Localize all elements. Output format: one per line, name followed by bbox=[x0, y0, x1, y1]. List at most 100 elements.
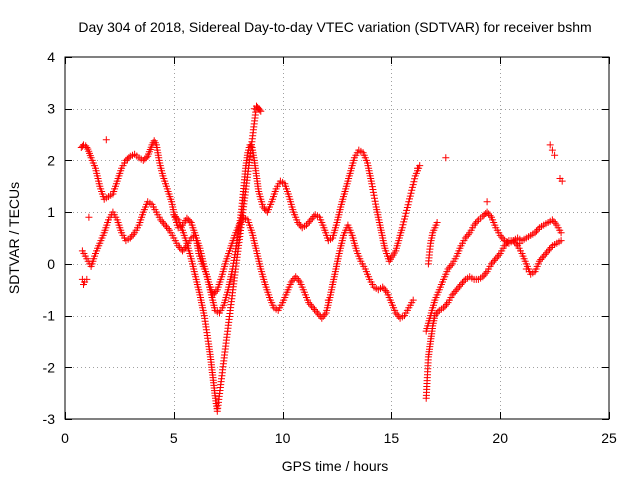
data-point bbox=[516, 239, 524, 247]
data-point bbox=[496, 231, 504, 239]
data-point bbox=[303, 221, 310, 229]
data-point bbox=[164, 225, 172, 232]
data-point bbox=[125, 154, 133, 162]
data-point bbox=[83, 275, 91, 283]
data-point bbox=[472, 219, 479, 227]
data-point bbox=[537, 256, 545, 263]
data-point bbox=[483, 198, 491, 206]
data-point bbox=[305, 218, 313, 226]
y-tick-label: -3 bbox=[43, 411, 56, 427]
data-point bbox=[441, 302, 449, 310]
data-point bbox=[401, 212, 409, 220]
data-point bbox=[557, 229, 565, 237]
data-point bbox=[551, 151, 559, 159]
data-point bbox=[83, 144, 91, 151]
data-point bbox=[392, 309, 400, 317]
data-point bbox=[456, 282, 464, 290]
data-point bbox=[433, 219, 441, 226]
data-point bbox=[547, 244, 555, 251]
data-point bbox=[256, 106, 264, 114]
data-point bbox=[174, 242, 182, 250]
data-point bbox=[454, 284, 462, 292]
x-tick-label: 10 bbox=[275, 430, 291, 446]
data-point bbox=[210, 289, 218, 297]
data-point bbox=[372, 200, 380, 208]
data-point bbox=[318, 314, 326, 322]
data-point bbox=[489, 258, 497, 266]
data-point bbox=[321, 311, 329, 319]
data-point bbox=[434, 308, 442, 316]
data-points bbox=[77, 102, 566, 415]
data-point bbox=[311, 306, 318, 313]
data-point bbox=[531, 229, 539, 237]
data-point bbox=[482, 269, 490, 277]
data-point bbox=[451, 287, 459, 295]
data-point bbox=[161, 221, 169, 229]
data-point bbox=[379, 283, 387, 291]
data-point bbox=[538, 254, 546, 262]
chart-title: Day 304 of 2018, Sidereal Day-to-day VTE… bbox=[78, 19, 591, 35]
data-point bbox=[398, 224, 406, 232]
data-point bbox=[407, 189, 415, 197]
data-point bbox=[371, 194, 378, 202]
data-point bbox=[498, 233, 506, 241]
y-tick-label: 2 bbox=[47, 152, 55, 168]
data-point bbox=[448, 291, 456, 299]
data-point bbox=[102, 136, 110, 144]
data-point bbox=[250, 105, 258, 113]
x-tick-label: 15 bbox=[384, 430, 400, 446]
data-point bbox=[550, 218, 558, 226]
data-point bbox=[163, 223, 170, 231]
data-point bbox=[546, 245, 553, 253]
data-point bbox=[157, 216, 165, 224]
y-tick-label: 1 bbox=[47, 204, 55, 220]
data-point bbox=[551, 219, 559, 227]
data-point bbox=[186, 217, 194, 225]
data-point bbox=[440, 304, 448, 312]
data-point bbox=[312, 307, 320, 315]
data-point bbox=[257, 107, 265, 115]
data-point bbox=[543, 249, 551, 257]
data-point bbox=[450, 289, 458, 297]
x-tick-label: 20 bbox=[492, 430, 508, 446]
data-point bbox=[369, 188, 377, 196]
data-point bbox=[499, 235, 507, 243]
data-point bbox=[445, 263, 453, 271]
axis-ticks: 0 5 10 15 20 25 -3 -2 -1 0 1 2 3 4 bbox=[43, 49, 617, 446]
data-point bbox=[128, 232, 136, 240]
data-point bbox=[461, 234, 469, 242]
data-point bbox=[535, 257, 543, 265]
data-point bbox=[382, 287, 390, 295]
data-point bbox=[447, 262, 455, 270]
data-point bbox=[304, 219, 312, 227]
data-point bbox=[403, 206, 411, 214]
data-point bbox=[485, 210, 493, 218]
data-point bbox=[408, 186, 416, 194]
x-tick-label: 0 bbox=[61, 430, 69, 446]
data-point bbox=[313, 309, 321, 317]
data-point bbox=[180, 245, 188, 253]
data-point bbox=[393, 311, 401, 319]
data-point bbox=[409, 296, 417, 304]
data-point bbox=[129, 231, 137, 239]
data-point bbox=[548, 216, 556, 224]
data-point bbox=[308, 302, 316, 310]
data-point bbox=[399, 221, 407, 229]
y-tick-label: 0 bbox=[47, 256, 55, 272]
data-point bbox=[308, 214, 316, 222]
data-point bbox=[540, 252, 548, 260]
data-point bbox=[307, 216, 315, 224]
data-point bbox=[504, 238, 511, 246]
data-point bbox=[483, 208, 491, 216]
data-point bbox=[459, 279, 466, 287]
data-point bbox=[534, 225, 542, 233]
data-point bbox=[309, 304, 317, 312]
data-point bbox=[546, 141, 554, 149]
data-point bbox=[533, 227, 540, 235]
y-tick-label: -2 bbox=[43, 359, 56, 375]
data-point bbox=[305, 299, 313, 307]
data-point bbox=[431, 312, 439, 320]
data-point bbox=[511, 238, 519, 246]
data-point bbox=[544, 247, 552, 255]
